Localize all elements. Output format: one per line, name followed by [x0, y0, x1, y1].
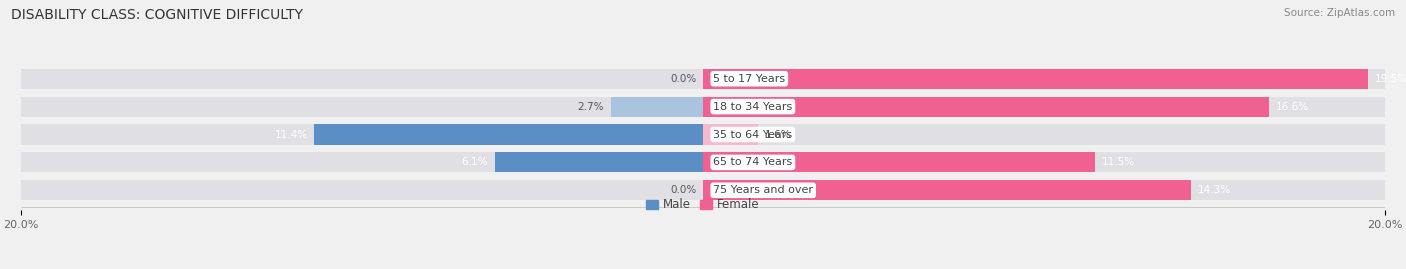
- Bar: [315, 125, 703, 144]
- Bar: [21, 69, 1385, 89]
- Legend: Male, Female: Male, Female: [641, 193, 765, 216]
- Text: 1.6%: 1.6%: [765, 129, 790, 140]
- Text: 0.0%: 0.0%: [669, 74, 696, 84]
- Bar: [612, 97, 703, 117]
- Text: 6.1%: 6.1%: [461, 157, 488, 167]
- Bar: [21, 152, 1385, 172]
- Bar: [21, 180, 1385, 200]
- Bar: [703, 69, 1368, 89]
- Bar: [703, 152, 1095, 172]
- Text: 19.5%: 19.5%: [1375, 74, 1406, 84]
- Text: 11.5%: 11.5%: [1102, 157, 1135, 167]
- Text: 16.6%: 16.6%: [1275, 102, 1309, 112]
- Text: 5 to 17 Years: 5 to 17 Years: [713, 74, 786, 84]
- Text: 11.4%: 11.4%: [274, 129, 308, 140]
- Text: 18 to 34 Years: 18 to 34 Years: [713, 102, 793, 112]
- Text: 14.3%: 14.3%: [1198, 185, 1230, 195]
- Text: 35 to 64 Years: 35 to 64 Years: [713, 129, 793, 140]
- Text: DISABILITY CLASS: COGNITIVE DIFFICULTY: DISABILITY CLASS: COGNITIVE DIFFICULTY: [11, 8, 304, 22]
- Text: Source: ZipAtlas.com: Source: ZipAtlas.com: [1284, 8, 1395, 18]
- Bar: [703, 125, 758, 144]
- Bar: [703, 180, 1191, 200]
- Text: 2.7%: 2.7%: [578, 102, 605, 112]
- Bar: [21, 125, 1385, 144]
- Text: 0.0%: 0.0%: [669, 185, 696, 195]
- Text: 65 to 74 Years: 65 to 74 Years: [713, 157, 793, 167]
- Bar: [495, 152, 703, 172]
- Bar: [703, 97, 1270, 117]
- Bar: [21, 97, 1385, 117]
- Text: 75 Years and over: 75 Years and over: [713, 185, 813, 195]
